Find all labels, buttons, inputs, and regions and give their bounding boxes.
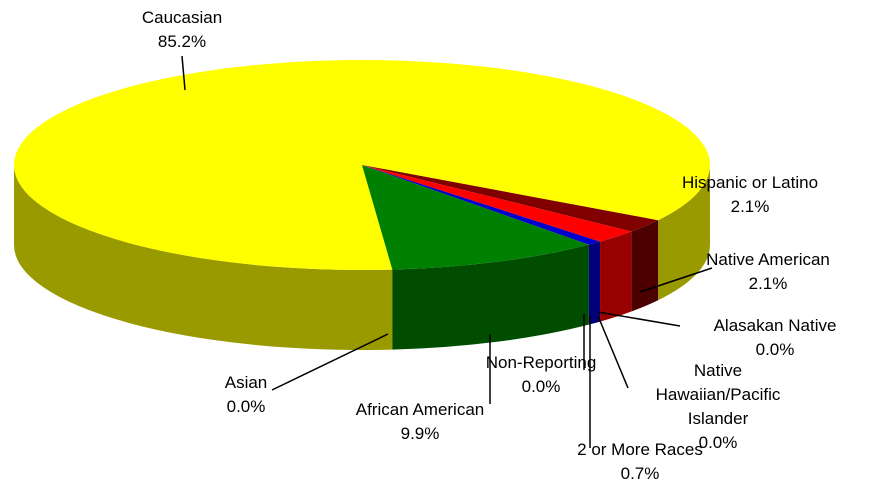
leader-line (271, 333, 389, 391)
data-label: Caucasian 85.2% (142, 6, 222, 54)
data-label: 2 or More Races 0.7% (577, 438, 703, 486)
data-label: Native American 2.1% (706, 248, 830, 296)
data-label: Asian 0.0% (225, 371, 268, 419)
category-label: Non-Reporting (485, 353, 597, 372)
value-label: 9.9% (400, 424, 440, 443)
category-label: 2 or More Races (577, 440, 703, 459)
slice (362, 165, 601, 245)
slice-side (658, 165, 710, 301)
slice-side (588, 241, 601, 325)
leader-line (639, 267, 713, 293)
value-label: 0.0% (521, 377, 561, 396)
data-label: Hispanic or Latino 2.1% (682, 171, 818, 219)
slice (362, 165, 632, 242)
data-label: African American 9.9% (356, 398, 485, 446)
category-label: Asian (224, 373, 268, 392)
slice-side (392, 244, 589, 350)
value-label: 0.0% (698, 433, 738, 452)
slice-side (600, 231, 632, 322)
leader-line (597, 311, 681, 327)
slice (362, 165, 589, 270)
data-label: Alasakan Native 0.0% (714, 314, 837, 362)
category-label: Alasakan Native (713, 316, 837, 335)
slice-side (631, 220, 659, 312)
category-label: Caucasian (141, 8, 223, 27)
slice-side (14, 165, 393, 350)
category-label: Native Hawaiian/Pacific Islander (655, 361, 781, 428)
data-label: Non-Reporting 0.0% (486, 351, 597, 399)
leader-line (181, 55, 186, 91)
category-label: African American (355, 400, 485, 419)
data-label: Native Hawaiian/Pacific Islander 0.0% (643, 359, 793, 455)
value-label: 2.1% (748, 274, 788, 293)
slice (14, 59, 711, 270)
value-label: 0.7% (620, 464, 660, 483)
leader-line (597, 315, 629, 389)
value-label: 2.1% (730, 197, 770, 216)
category-label: Native American (706, 250, 830, 269)
value-label: 0.0% (226, 397, 266, 416)
slice (362, 165, 659, 232)
value-label: 0.0% (755, 340, 795, 359)
category-label: Hispanic or Latino (681, 173, 819, 192)
value-label: 85.2% (157, 32, 207, 51)
